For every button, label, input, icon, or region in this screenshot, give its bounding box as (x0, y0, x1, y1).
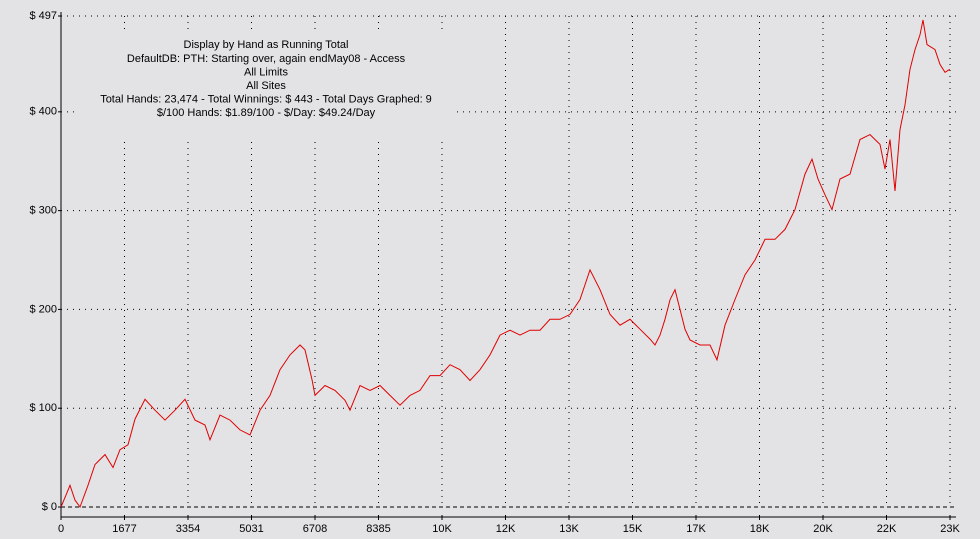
annotation: All Sites (246, 80, 286, 92)
x-tick-label: 17K (686, 523, 706, 535)
x-tick-label: 22K (877, 523, 897, 535)
y-tick-label: $ 200 (29, 303, 57, 315)
x-tick-label: 8385 (366, 523, 390, 535)
annotation-box (78, 34, 456, 138)
x-tick-label: 20K (813, 523, 833, 535)
x-tick-label: 1677 (112, 523, 136, 535)
annotation: Total Hands: 23,474 - Total Winnings: $ … (100, 93, 432, 105)
x-tick-label: 23K (940, 523, 960, 535)
y-tick-label: $ 300 (29, 205, 57, 217)
y-tick-label: $ 497 (29, 10, 57, 22)
annotation: $/100 Hands: $1.89/100 - $/Day: $49.24/D… (157, 107, 376, 119)
chart-title: Display by Hand as Running Total (184, 39, 349, 51)
y-tick-label: $ 0 (42, 501, 57, 513)
x-tick-label: 3354 (176, 523, 200, 535)
x-tick-label: 13K (559, 523, 579, 535)
x-tick-label: 0 (58, 523, 64, 535)
annotation: All Limits (244, 66, 289, 78)
annotation: DefaultDB: PTH: Starting over, again end… (127, 53, 406, 65)
y-tick-label: $ 100 (29, 402, 57, 414)
x-tick-label: 18K (750, 523, 770, 535)
line (60, 19, 951, 509)
x-tick-label: 12K (496, 523, 516, 535)
x-tick-label: 10K (432, 523, 452, 535)
x-tick-label: 15K (623, 523, 643, 535)
y-tick-label: $ 400 (29, 106, 57, 118)
x-tick-label: 5031 (239, 523, 263, 535)
x-tick-label: 6708 (303, 523, 327, 535)
